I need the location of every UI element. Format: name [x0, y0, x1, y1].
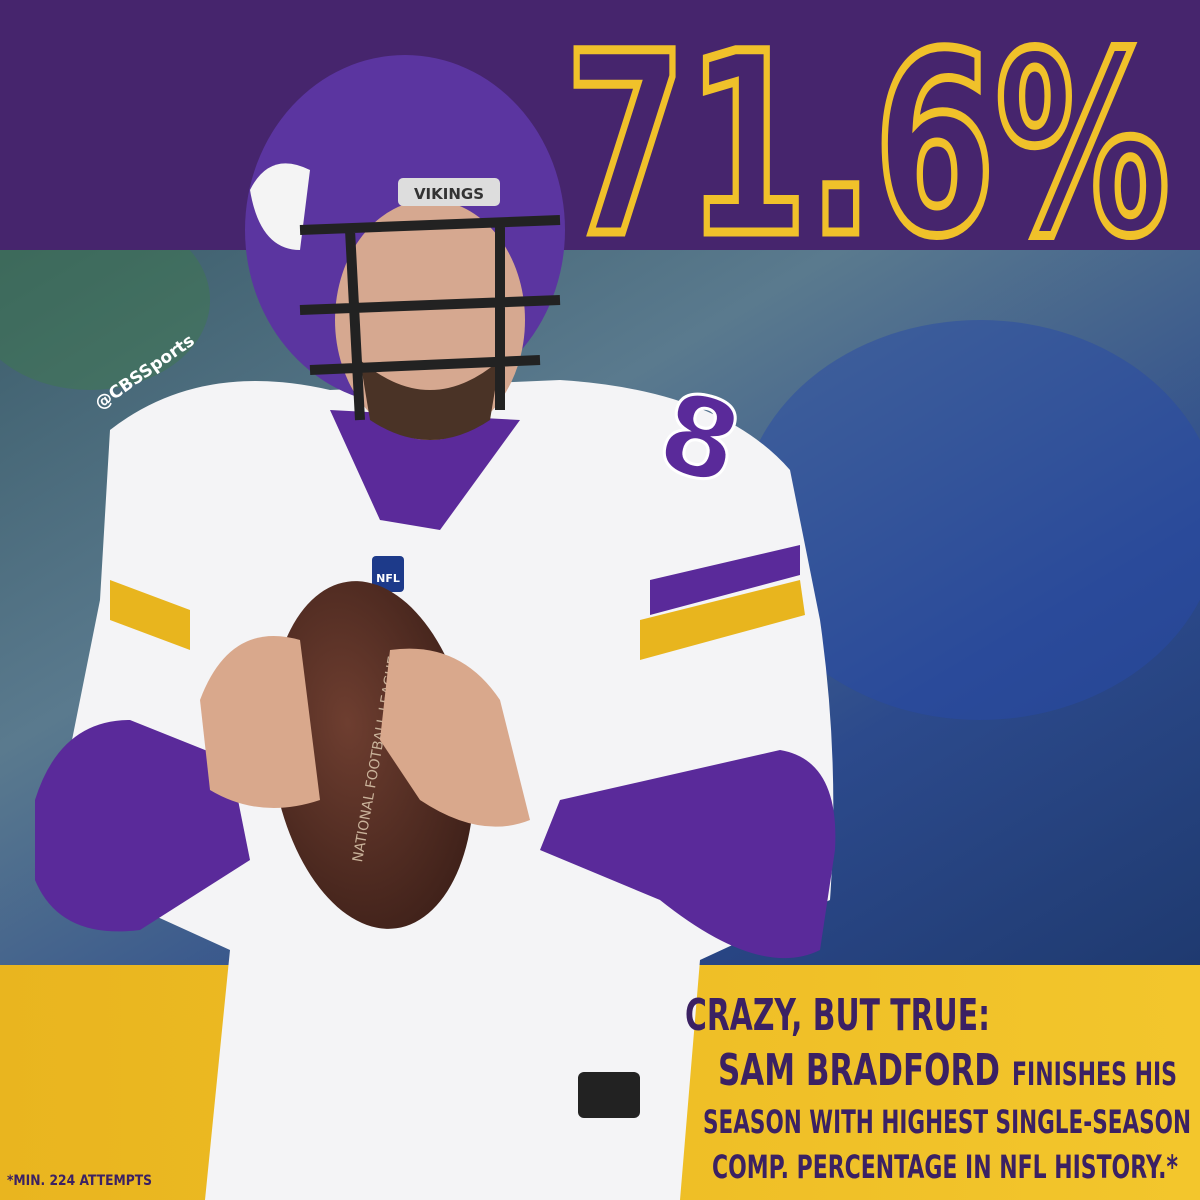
- caption-name: SAM BRADFORD: [718, 1045, 1000, 1096]
- caption-text: FINISHES HIS: [1012, 1055, 1177, 1093]
- caption-text: SEASON WITH HIGHEST SINGLE-SEASON: [703, 1103, 1191, 1141]
- headline-stat: 71.6%: [565, 0, 1170, 291]
- stripe: [650, 545, 800, 615]
- left-hand: [200, 636, 320, 808]
- caption-text: COMP. PERCENTAGE IN NFL HISTORY.*: [712, 1148, 1178, 1186]
- nfl-shield-text: NFL: [376, 572, 400, 585]
- helmet-horn: [250, 163, 310, 250]
- footnote: *MIN. 224 ATTEMPTS: [7, 1173, 152, 1189]
- stripe: [110, 580, 190, 650]
- player: VIKINGS 8 NFL NATIONAL FOOTBALL LEAGUE: [35, 55, 836, 1200]
- facemask: [299, 215, 561, 421]
- stripe: [640, 580, 805, 660]
- right-hand: [380, 648, 530, 827]
- blur-blob: [0, 210, 210, 390]
- caption-lead: CRAZY, BUT TRUE:: [685, 990, 990, 1041]
- helmet-plate: [398, 178, 500, 206]
- right-sleeve: [540, 750, 836, 959]
- beard: [360, 360, 500, 440]
- top-band: [0, 0, 1200, 250]
- blur-blob: [740, 320, 1200, 720]
- belt-buckle: [578, 1072, 640, 1118]
- collar: [330, 410, 520, 530]
- left-sleeve: [35, 720, 250, 932]
- nfl-shield: [372, 556, 404, 592]
- helmet-logo: VIKINGS: [414, 185, 484, 203]
